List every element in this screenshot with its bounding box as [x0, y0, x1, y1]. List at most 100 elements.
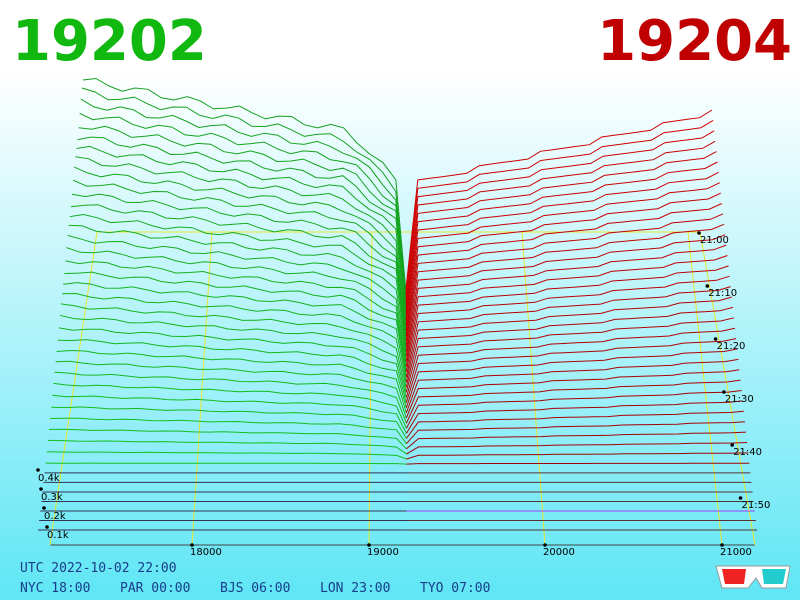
- ask-depth-line: [405, 317, 735, 393]
- ask-depth-line: [405, 244, 727, 357]
- ask-depth-line: [405, 306, 734, 388]
- plane-grid: [521, 231, 546, 546]
- tick-dot: [190, 543, 194, 547]
- plane-grid: [687, 231, 723, 546]
- ask-depth-line: [405, 338, 737, 403]
- bid-depth-line: [58, 327, 407, 403]
- tick-dot: [367, 543, 371, 547]
- price-label: 19000: [367, 547, 399, 558]
- zone-time: NYC 18:00: [20, 581, 90, 596]
- ask-depth-line: [405, 358, 739, 414]
- ask-depth-line: [405, 119, 714, 296]
- bid-depth-line: [82, 77, 407, 291]
- volume-label: 0.2k: [44, 511, 66, 522]
- bid-depth-line: [50, 417, 407, 444]
- ask-depth-line: [405, 223, 725, 347]
- ask-depth-line: [405, 130, 715, 301]
- bid-depth-line: [53, 382, 407, 429]
- time-label: 21:50: [742, 500, 771, 511]
- ask-depth-line: [405, 275, 730, 373]
- tick-dot: [45, 525, 49, 529]
- tick-dot: [36, 468, 40, 472]
- ask-depth-line: [405, 192, 722, 332]
- time-label: 21:20: [717, 341, 746, 352]
- ask-depth-line: [405, 400, 743, 434]
- ask-depth-line: [406, 452, 749, 460]
- volume-label: 0.3k: [41, 492, 63, 503]
- price-label: 21000: [720, 547, 752, 558]
- ask-depth-line: [405, 213, 724, 342]
- bid-price: 19202: [12, 9, 207, 74]
- tick-dot: [42, 506, 46, 510]
- bid-depth-line: [63, 282, 407, 383]
- bid-depth-line: [56, 349, 407, 414]
- tick-dot: [697, 231, 701, 235]
- bid-depth-line: [67, 234, 407, 362]
- bid-depth-line: [60, 303, 407, 393]
- tick-dot: [722, 390, 726, 394]
- zone-time: TYO 07:00: [420, 581, 490, 596]
- bid-depth-line: [48, 428, 407, 450]
- bid-depth-line: [75, 156, 407, 326]
- bid-depth-line: [57, 339, 407, 408]
- ask-depth-line: [405, 140, 716, 306]
- price-label: 18000: [190, 547, 222, 558]
- bid-depth-line: [62, 292, 407, 388]
- ask-depth-line: [405, 410, 744, 439]
- time-label: 21:10: [708, 288, 737, 299]
- bid-depth-line: [76, 145, 407, 321]
- zone-time: PAR 00:00: [120, 581, 190, 596]
- volume-label: 0.1k: [47, 530, 69, 541]
- ask-depth-line: [405, 203, 723, 337]
- bid-depth-line: [54, 371, 407, 424]
- bid-depth-line: [81, 87, 407, 296]
- ask-depth-line: [406, 462, 750, 465]
- ask-depth-line: [405, 369, 740, 419]
- bid-depth-line: [71, 193, 407, 342]
- ask-depth-line: [405, 161, 718, 316]
- tick-dot: [738, 496, 743, 500]
- bid-depth-line: [45, 462, 407, 465]
- volume-label: 0.4k: [38, 473, 60, 484]
- bid-depth-line: [79, 112, 407, 306]
- bid-depth-line: [59, 314, 407, 398]
- bid-depth-line: [64, 271, 407, 378]
- bid-depth-line: [74, 166, 407, 332]
- plane-grid: [191, 231, 213, 546]
- ask-depth-line: [405, 296, 732, 383]
- ask-depth-line: [405, 109, 713, 291]
- bid-depth-line: [47, 439, 407, 455]
- glasses-icon: [715, 565, 791, 589]
- ask-depth-line: [405, 265, 729, 367]
- bid-depth-line: [55, 360, 407, 419]
- axis-labels: 18000 19000 20000 21000 0.4k 0.3k 0.2k 0.1k 21:0…: [36, 231, 770, 558]
- depth-surface: [38, 77, 757, 531]
- bid-depth-line: [80, 98, 407, 301]
- ask-depth-line: [406, 442, 748, 455]
- bid-depth-line: [66, 247, 407, 367]
- ask-price: 19204: [597, 9, 792, 74]
- bid-depth-line: [51, 406, 407, 439]
- bid-depth-line: [52, 394, 407, 434]
- ask-depth-line: [405, 327, 736, 398]
- ask-depth-line: [406, 431, 747, 450]
- ask-depth-line: [405, 390, 742, 429]
- ask-depth-line: [405, 286, 731, 378]
- bid-depth-line: [77, 136, 407, 316]
- time-label: 21:30: [725, 394, 754, 405]
- ask-depth-line: [405, 379, 741, 424]
- bid-depth-line: [69, 213, 407, 352]
- tick-dot: [543, 543, 547, 547]
- ask-depth-line: [405, 151, 717, 311]
- bid-depth-line: [72, 179, 407, 337]
- bid-depth-line: [65, 260, 407, 373]
- tick-dot: [39, 487, 43, 491]
- bid-depth-line: [46, 451, 407, 460]
- ask-depth-line: [405, 182, 720, 326]
- zone-time: BJS 06:00: [220, 581, 290, 596]
- time-label: 21:40: [733, 447, 762, 458]
- time-label: 21:00: [700, 235, 729, 246]
- tick-dot: [720, 543, 724, 547]
